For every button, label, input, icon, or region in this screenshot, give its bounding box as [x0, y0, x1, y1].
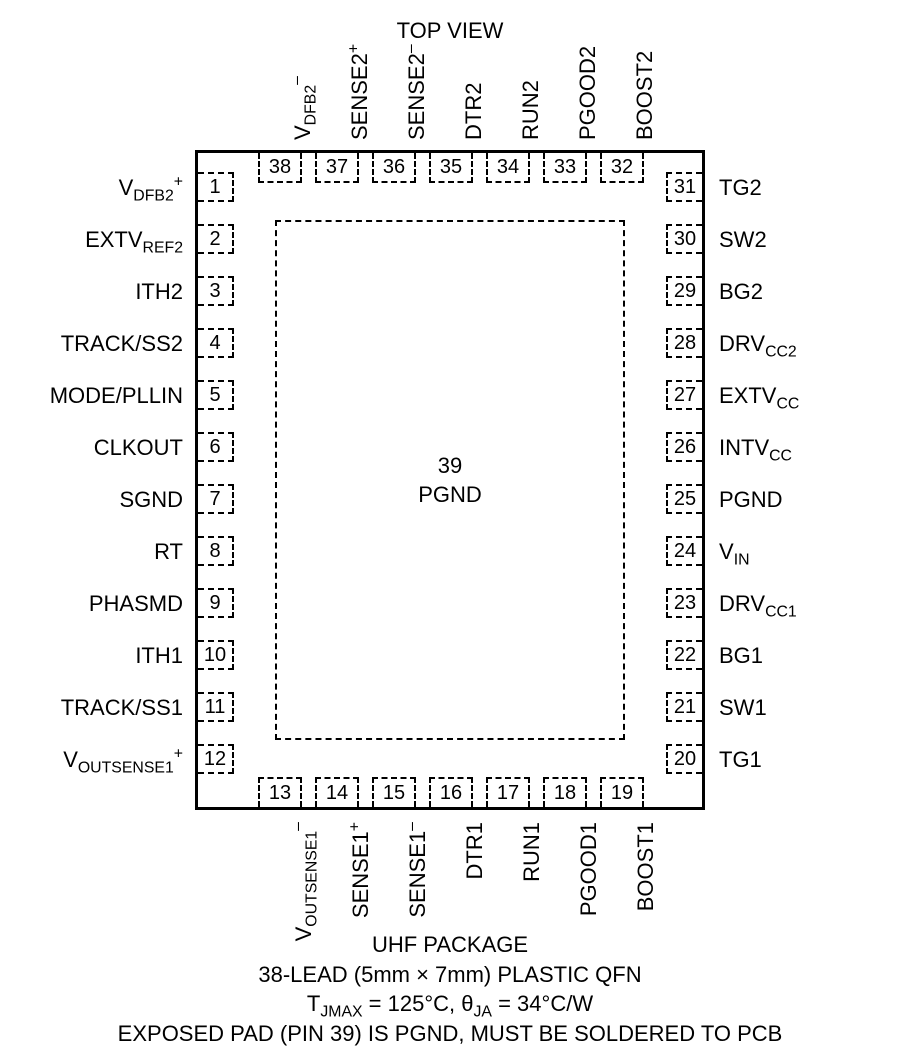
pin-label-17: RUN1: [519, 822, 545, 882]
pin-label-31: TG2: [719, 175, 762, 201]
pin-label-1: VDFB2+: [0, 175, 183, 201]
pin-label-25: PGND: [719, 487, 783, 513]
pin-27: 27: [666, 380, 702, 410]
pin-37: 37: [315, 153, 359, 183]
pin-label-18: PGOOD1: [576, 822, 602, 916]
pin-18: 18: [543, 777, 587, 807]
pin-label-34: RUN2: [518, 80, 544, 140]
pin-label-4: TRACK/SS2: [0, 331, 183, 357]
pin-label-9: PHASMD: [0, 591, 183, 617]
pin-label-32: BOOST2: [632, 51, 658, 140]
pin-label-5: MODE/PLLIN: [0, 383, 183, 409]
pin-15: 15: [372, 777, 416, 807]
pin-label-33: PGOOD2: [575, 46, 601, 140]
pin-label-6: CLKOUT: [0, 435, 183, 461]
pin-29: 29: [666, 276, 702, 306]
pin-label-7: SGND: [0, 487, 183, 513]
pin-1: 1: [198, 172, 234, 202]
pin-label-27: EXTVCC: [719, 383, 799, 409]
pin-label-36: SENSE2–: [404, 44, 430, 140]
pin-label-20: TG1: [719, 747, 762, 773]
pin-11: 11: [198, 692, 234, 722]
pin-23: 23: [666, 588, 702, 618]
pin-5: 5: [198, 380, 234, 410]
pin-4: 4: [198, 328, 234, 358]
pin-label-15: SENSE1–: [405, 822, 431, 918]
pin-label-3: ITH2: [0, 279, 183, 305]
pin-25: 25: [666, 484, 702, 514]
pin-16: 16: [429, 777, 473, 807]
pin-label-38: VDFB2–: [290, 76, 316, 140]
pin-21: 21: [666, 692, 702, 722]
pin-24: 24: [666, 536, 702, 566]
package-footer: UHF PACKAGE 38-LEAD (5mm × 7mm) PLASTIC …: [0, 930, 900, 1049]
pin-label-11: TRACK/SS1: [0, 695, 183, 721]
pin-17: 17: [486, 777, 530, 807]
pin-32: 32: [600, 153, 644, 183]
pin-label-12: VOUTSENSE1+: [0, 747, 183, 773]
pin-label-13: VOUTSENSE1–: [291, 822, 317, 941]
footer-line2: 38-LEAD (5mm × 7mm) PLASTIC QFN: [258, 962, 641, 987]
pin-7: 7: [198, 484, 234, 514]
footer-line4: EXPOSED PAD (PIN 39) IS PGND, MUST BE SO…: [118, 1021, 783, 1046]
pin-14: 14: [315, 777, 359, 807]
pad-number: 39: [438, 453, 462, 478]
pin-label-14: SENSE1+: [348, 822, 374, 918]
pin-label-10: ITH1: [0, 643, 183, 669]
footer-line1: UHF PACKAGE: [372, 932, 528, 957]
pin-3: 3: [198, 276, 234, 306]
pin-2: 2: [198, 224, 234, 254]
pin-label-30: SW2: [719, 227, 767, 253]
footer-line3: TJMAX = 125°C, θJA = 34°C/W: [307, 991, 593, 1016]
pin-9: 9: [198, 588, 234, 618]
pin-38: 38: [258, 153, 302, 183]
pin-label-29: BG2: [719, 279, 763, 305]
pin-12: 12: [198, 744, 234, 774]
pin-30: 30: [666, 224, 702, 254]
pin-28: 28: [666, 328, 702, 358]
pad-name: PGND: [418, 482, 482, 507]
pin-label-35: DTR2: [461, 83, 487, 140]
pin-6: 6: [198, 432, 234, 462]
pin-label-8: RT: [0, 539, 183, 565]
exposed-pad-label: 39 PGND: [275, 452, 625, 509]
pin-label-24: VIN: [719, 539, 750, 565]
pin-label-23: DRVCC1: [719, 591, 797, 617]
pin-label-26: INTVCC: [719, 435, 792, 461]
pin-label-2: EXTVREF2: [0, 227, 183, 253]
pin-33: 33: [543, 153, 587, 183]
pin-36: 36: [372, 153, 416, 183]
pin-19: 19: [600, 777, 644, 807]
pin-label-37: SENSE2+: [347, 44, 373, 140]
pin-34: 34: [486, 153, 530, 183]
pin-22: 22: [666, 640, 702, 670]
pin-10: 10: [198, 640, 234, 670]
pin-label-16: DTR1: [462, 822, 488, 879]
pin-label-19: BOOST1: [633, 822, 659, 911]
pin-26: 26: [666, 432, 702, 462]
pin-label-22: BG1: [719, 643, 763, 669]
pin-20: 20: [666, 744, 702, 774]
pin-8: 8: [198, 536, 234, 566]
pin-31: 31: [666, 172, 702, 202]
top-view-title: TOP VIEW: [0, 18, 900, 44]
pin-13: 13: [258, 777, 302, 807]
pin-label-28: DRVCC2: [719, 331, 797, 357]
pin-label-21: SW1: [719, 695, 767, 721]
pin-35: 35: [429, 153, 473, 183]
